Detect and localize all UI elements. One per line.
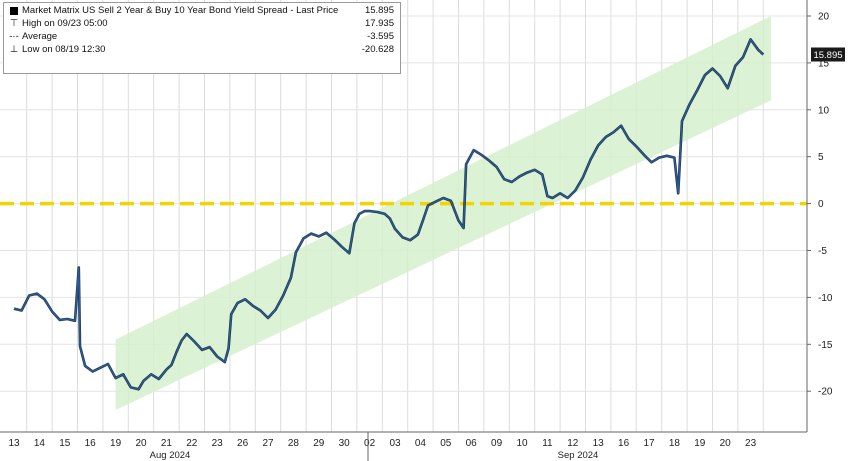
legend-low-label: Low on 08/19 12:30: [22, 44, 106, 55]
y-tick-label: -5: [818, 246, 827, 257]
month-label: Sep 2024: [558, 450, 599, 461]
trend-channel: [115, 16, 771, 410]
x-tick-label: 09: [491, 438, 503, 449]
legend-average-value: -3.595: [367, 31, 394, 42]
legend-high-row: ⊤ High on 09/23 05:00 17.935: [8, 18, 394, 30]
x-axis-ticks: 13 14 15 16 19 20 21 22 23 26 27 28 29 30 02 03 04 05 06 09…: [8, 438, 756, 449]
x-tick-label: 10: [516, 438, 528, 449]
x-tick-label: 15: [59, 438, 71, 449]
legend-high-value: 17.935: [364, 18, 394, 29]
series-group: [13, 38, 765, 391]
x-tick-label: 29: [313, 438, 325, 449]
x-tick-label: 02: [364, 438, 376, 449]
x-tick-label: 26: [237, 438, 249, 449]
x-tick-label: 22: [186, 438, 198, 449]
legend-last-value: 15.895: [364, 5, 394, 16]
chart-title: Market Matrix US Sell 2 Year & Buy 10 Ye…: [22, 5, 339, 16]
last-price-badge: 15.895: [811, 47, 845, 62]
y-tick-label: -20: [818, 387, 833, 398]
x-tick-label: 23: [212, 438, 224, 449]
x-tick-label: 19: [694, 438, 706, 449]
x-tick-label: 28: [288, 438, 300, 449]
x-tick-label: 27: [262, 438, 274, 449]
month-labels: Aug 2024 Sep 2024: [150, 432, 599, 461]
x-tick-label: 20: [720, 438, 732, 449]
x-tick-label: 16: [85, 438, 97, 449]
x-tick-label: 19: [110, 438, 122, 449]
month-label: Aug 2024: [150, 450, 191, 461]
y-tick-label: 0: [818, 199, 824, 210]
average-marker-icon: -·-: [9, 31, 19, 42]
last-price-label: 15.895: [813, 50, 842, 61]
x-tick-label: 23: [745, 438, 757, 449]
y-tick-label: 15: [818, 58, 830, 69]
x-tick-label: 18: [669, 438, 681, 449]
x-tick-label: 14: [34, 438, 46, 449]
x-tick-label: 06: [466, 438, 478, 449]
high-marker-icon: ⊤: [9, 18, 19, 29]
series-line: [13, 38, 764, 390]
chart-legend: Market Matrix US Sell 2 Year & Buy 10 Ye…: [3, 2, 401, 74]
legend-high-label: High on 09/23 05:00: [22, 18, 108, 29]
low-marker-icon: ⊥: [9, 44, 19, 55]
x-tick-label: 16: [618, 438, 630, 449]
x-tick-label: 11: [542, 438, 553, 449]
y-axis-ticks: 20 15 10 5 0 -5 -10 -15 -20: [807, 12, 833, 398]
y-tick-label: 20: [818, 12, 830, 23]
x-tick-label: 13: [593, 438, 605, 449]
series-swatch-icon: [8, 5, 20, 19]
legend-average-label: Average: [22, 31, 58, 42]
legend-average-row: -·- Average -3.595: [8, 31, 394, 43]
x-tick-label: 20: [135, 438, 147, 449]
x-tick-label: 04: [415, 438, 427, 449]
x-tick-label: 05: [440, 438, 452, 449]
y-tick-label: 5: [818, 152, 824, 163]
x-tick-label: 21: [161, 438, 173, 449]
y-tick-label: 10: [818, 105, 830, 116]
legend-low-value: -20.628: [361, 44, 394, 55]
y-tick-label: -10: [818, 293, 833, 304]
x-tick-label: 17: [643, 438, 655, 449]
y-tick-label: -15: [818, 340, 833, 351]
x-tick-label: 30: [339, 438, 351, 449]
legend-title-row: Market Matrix US Sell 2 Year & Buy 10 Ye…: [8, 5, 394, 17]
x-tick-label: 12: [567, 438, 579, 449]
x-tick-label: 13: [8, 438, 20, 449]
legend-low-row: ⊥ Low on 08/19 12:30 -20.628: [8, 44, 394, 56]
x-tick-label: 03: [389, 438, 401, 449]
